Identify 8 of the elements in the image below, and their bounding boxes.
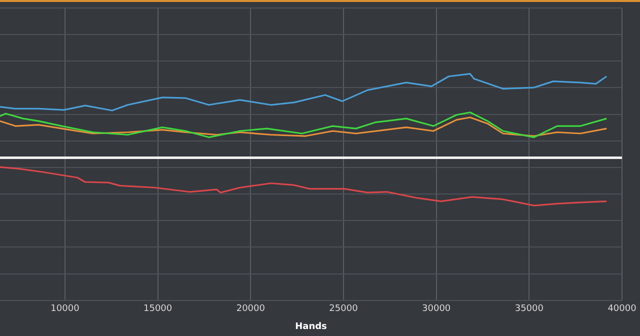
x-tick-label: 30000 (422, 304, 451, 314)
x-tick-label: 40000 (608, 304, 637, 314)
x-tick-label: 10000 (50, 304, 80, 314)
x-tick-label: 20000 (236, 304, 266, 314)
x-tick-label: 25000 (329, 304, 358, 314)
x-axis-title: Hands (295, 322, 327, 332)
x-tick-label: 15000 (144, 304, 172, 314)
x-tick-label: 35000 (514, 304, 544, 314)
